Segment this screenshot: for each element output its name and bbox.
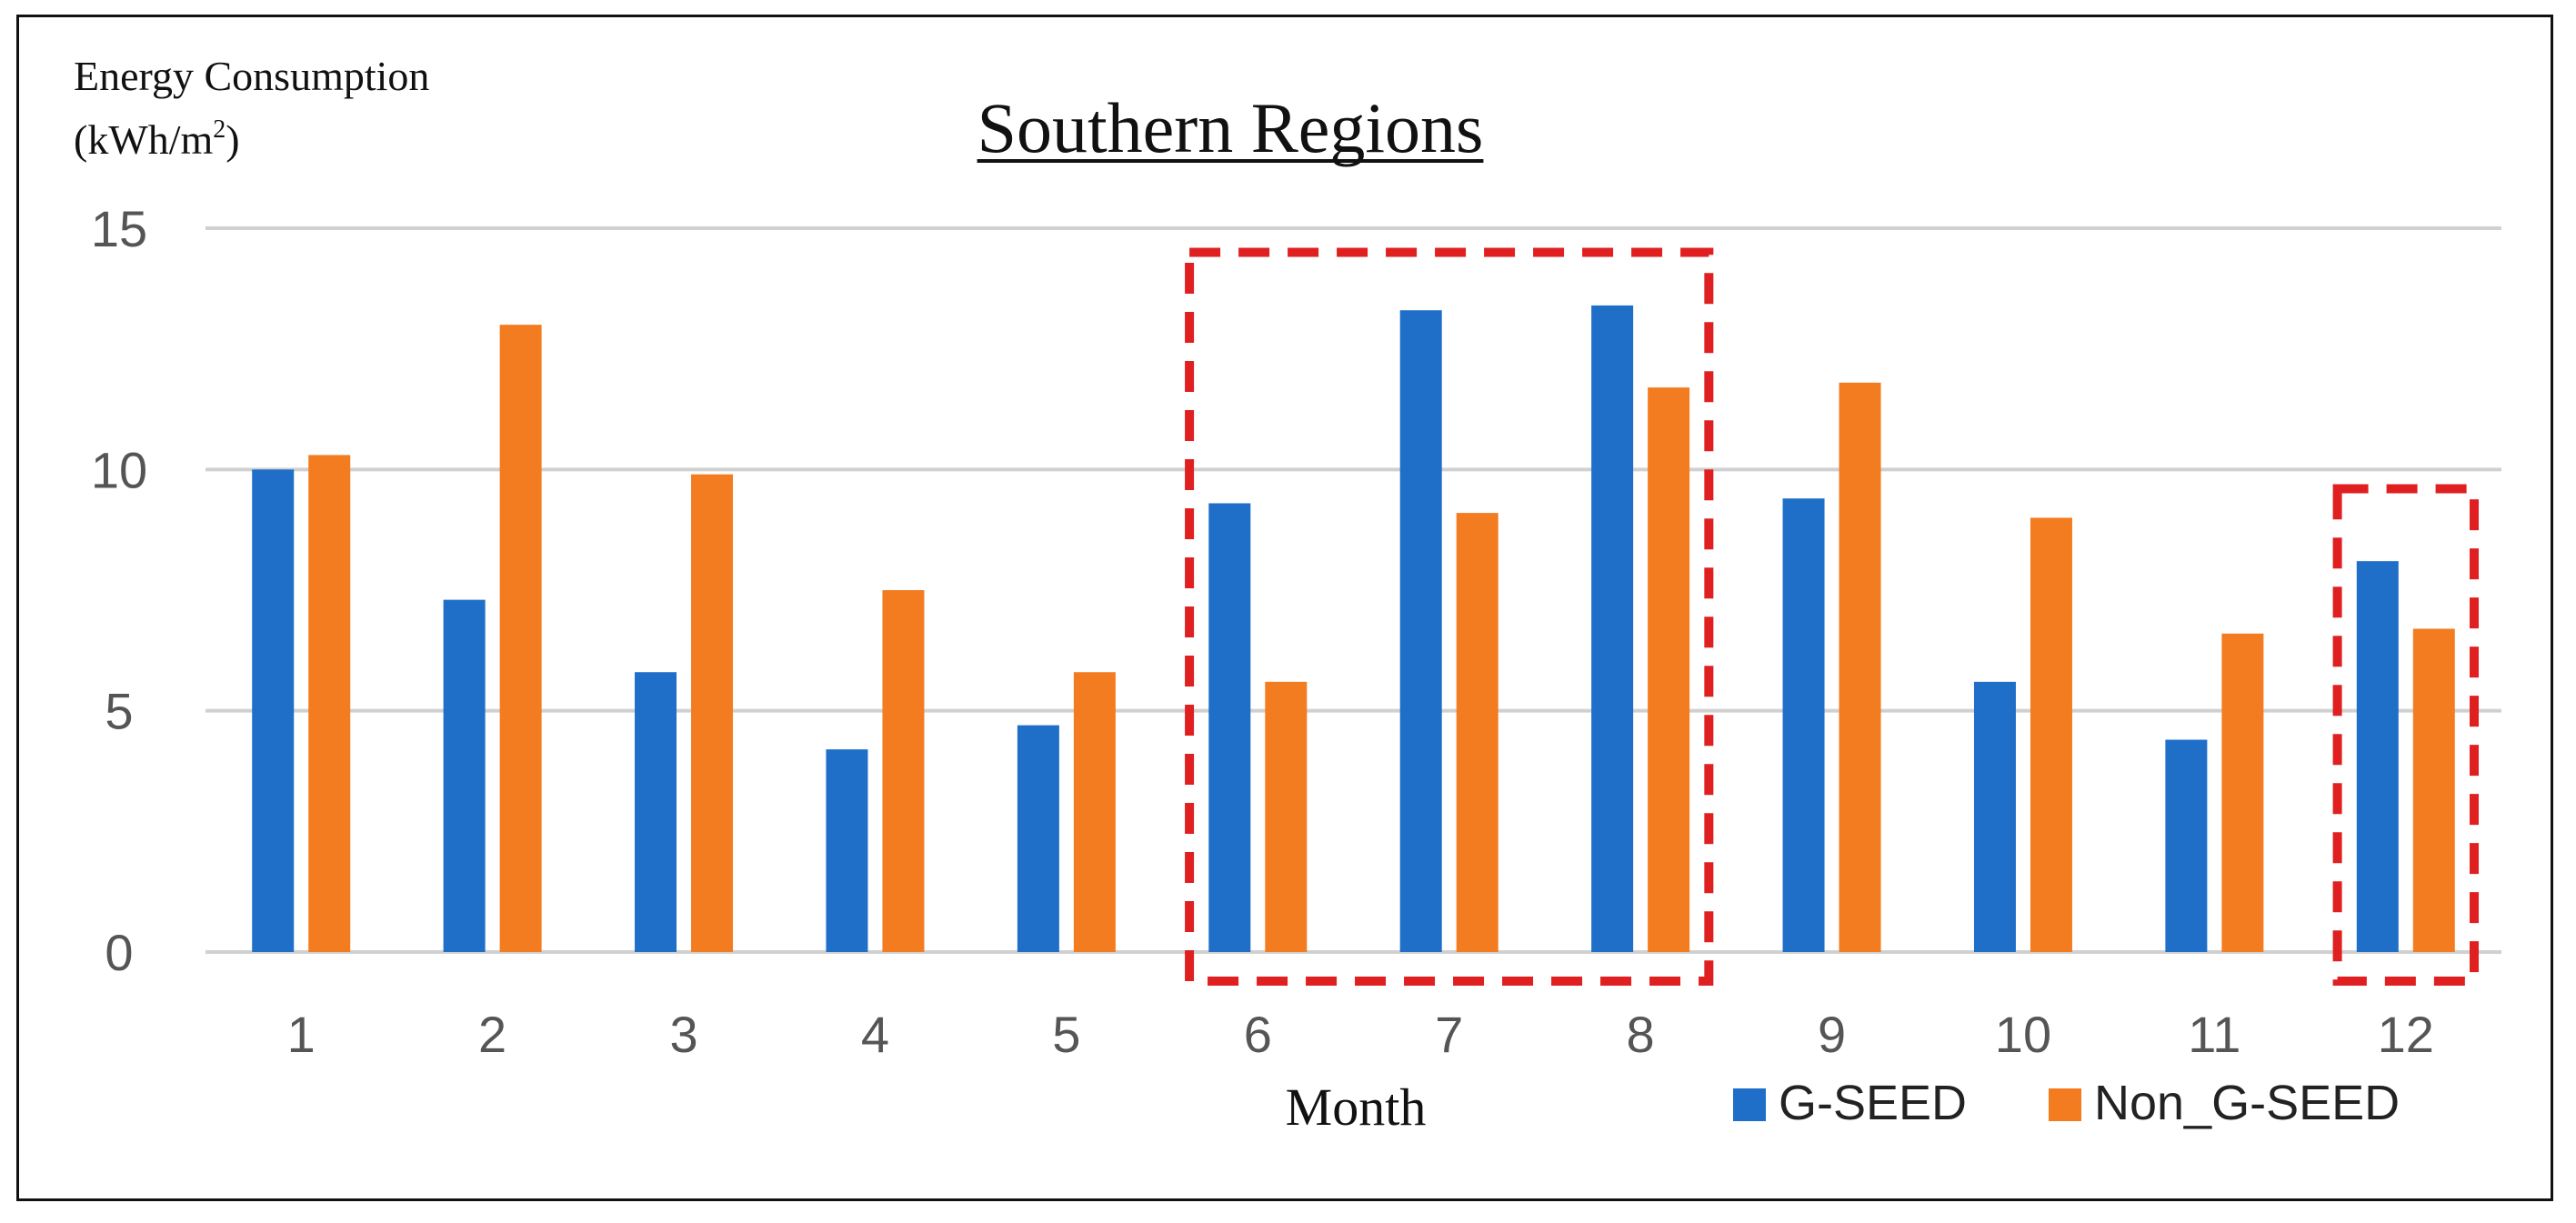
ylabel-unit: (kWh/m <box>74 116 214 163</box>
legend-label-g-seed: G-SEED <box>1779 1076 1967 1130</box>
x-tick-label: 8 <box>1627 1006 1655 1063</box>
x-tick-label: 9 <box>1818 1006 1846 1063</box>
chart-title: Southern Regions <box>977 88 1484 167</box>
bar-g-seed-month-6 <box>1208 503 1251 952</box>
bar-non-g-seed-month-7 <box>1456 513 1498 952</box>
bar-g-seed-month-7 <box>1399 310 1442 952</box>
bar-g-seed-month-1 <box>252 469 295 952</box>
bar-non-g-seed-month-11 <box>2221 633 2264 952</box>
bars <box>252 305 2455 953</box>
bar-non-g-seed-month-3 <box>691 474 734 952</box>
bar-g-seed-month-4 <box>826 749 868 952</box>
x-tick-label: 6 <box>1244 1006 1272 1063</box>
gridlines <box>205 226 2501 954</box>
x-tick-label: 10 <box>1995 1006 2051 1063</box>
x-tick-label: 5 <box>1052 1006 1080 1063</box>
highlight-boxes <box>1185 247 2479 986</box>
chart-frame: 0 5 10 15 1 2 3 4 5 6 7 8 9 10 11 12 Energy Consumption… <box>16 15 2553 1201</box>
y-tick-label: 0 <box>105 924 133 981</box>
bar-non-g-seed-month-2 <box>499 325 542 953</box>
bar-non-g-seed-month-5 <box>1073 672 1116 952</box>
highlight-box-2 <box>2332 484 2479 986</box>
bar-non-g-seed-month-1 <box>308 455 351 952</box>
y-tick-label: 5 <box>105 683 133 740</box>
bar-non-g-seed-month-12 <box>2412 628 2455 952</box>
x-tick-label: 11 <box>2188 1006 2240 1063</box>
bar-non-g-seed-month-10 <box>2030 517 2072 952</box>
legend-swatch-non-g-seed <box>2049 1088 2081 1121</box>
x-axis-label: Month <box>1286 1078 1427 1137</box>
legend-label-non-g-seed: Non_G-SEED <box>2094 1076 2400 1130</box>
bar-non-g-seed-month-4 <box>882 590 925 952</box>
bar-g-seed-month-8 <box>1591 305 1634 952</box>
ylabel-unit-close: ) <box>226 116 239 163</box>
legend-swatch-g-seed <box>1733 1088 1766 1121</box>
x-tick-label: 1 <box>287 1006 316 1063</box>
highlight-box-1 <box>1185 247 1714 986</box>
x-tick-label: 3 <box>669 1006 697 1063</box>
bar-g-seed-month-5 <box>1017 725 1059 952</box>
bar-non-g-seed-month-8 <box>1648 387 1690 952</box>
bar-g-seed-month-10 <box>1973 681 2016 952</box>
y-tick-label: 15 <box>91 200 147 257</box>
bar-non-g-seed-month-6 <box>1265 681 1308 952</box>
ylabel-line2: (kWh/m2) <box>74 115 240 163</box>
x-tick-label: 12 <box>2378 1006 2434 1063</box>
bar-g-seed-month-9 <box>1782 498 1825 952</box>
bar-g-seed-month-11 <box>2165 739 2208 952</box>
x-tick-label: 4 <box>861 1006 889 1063</box>
bar-g-seed-month-3 <box>635 672 677 952</box>
x-tick-label: 2 <box>478 1006 506 1063</box>
ylabel-unit-superscript: 2 <box>213 115 226 144</box>
x-tick-label: 7 <box>1435 1006 1463 1063</box>
bar-g-seed-month-12 <box>2356 561 2399 952</box>
y-tick-label: 10 <box>91 441 147 498</box>
legend: G-SEED Non_G-SEED <box>1733 1076 2400 1130</box>
bar-g-seed-month-2 <box>443 599 486 952</box>
bar-non-g-seed-month-9 <box>1839 382 1881 952</box>
ylabel-line1: Energy Consumption <box>74 53 429 99</box>
